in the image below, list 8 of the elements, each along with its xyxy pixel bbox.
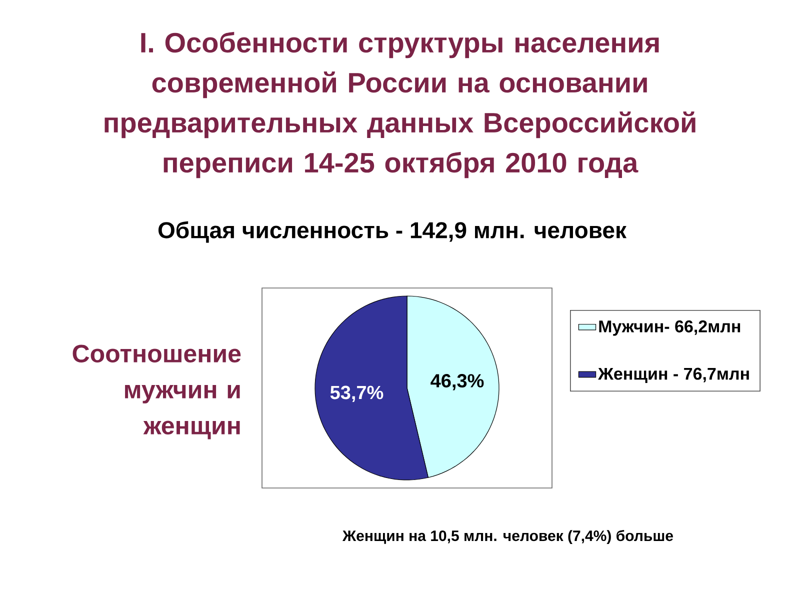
legend-label: Мужчин- 66,2млн [599, 320, 740, 336]
chart-subtitle: Общая численность - 142,9 млн. человек [158, 221, 627, 243]
chart-title: I. Особенности структуры населения современной России на основании предварительных данных Всероссийской переписи 14-25 октября 2010 года [104, 32, 696, 178]
legend-label: Женщин - 76,7млн [598, 368, 749, 384]
data-label: 46,3% [430, 374, 484, 390]
text: Соотношение мужчин и женщин [72, 344, 241, 440]
data-label: 53,7% [330, 386, 384, 402]
text: Женщин на 10,5 млн. человек (7,4%) больше [342, 530, 673, 544]
